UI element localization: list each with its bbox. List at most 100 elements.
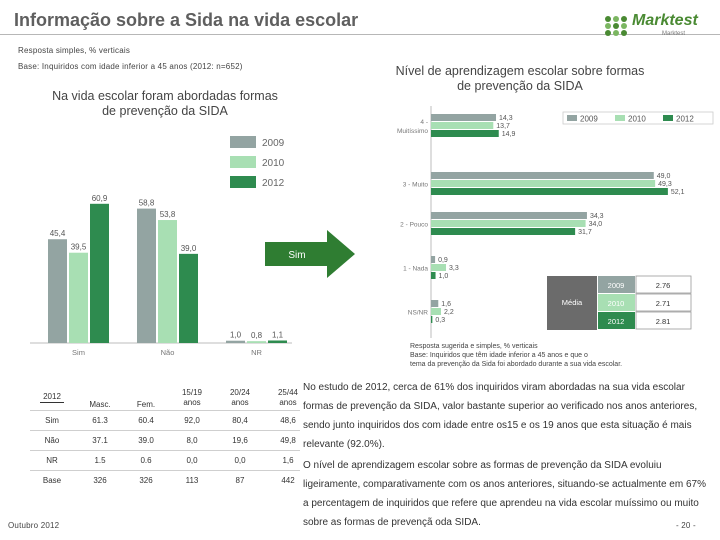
table-cell: 48,6 <box>280 416 296 425</box>
table-cell: 0,0 <box>234 456 246 465</box>
data-label: 0,9 <box>438 257 448 264</box>
bar-2009-NS/NR <box>431 300 439 307</box>
profile-table: 2012 Masc. Fem. 15/19 anos 20/24 anos 25/44 anos… <box>30 382 300 494</box>
header-underline <box>40 402 64 403</box>
bar-2010-2 - Pouco <box>431 220 586 227</box>
legend-swatch-2009 <box>567 115 577 121</box>
data-label: 2,2 <box>444 309 454 316</box>
data-label: 0,8 <box>251 331 263 340</box>
data-label: 39,0 <box>181 244 197 253</box>
legend-label: 2009 <box>580 115 598 124</box>
data-label: 1,0 <box>439 273 449 280</box>
data-label: 34,3 <box>590 213 604 220</box>
table-header-cell: 15/19 <box>181 388 203 397</box>
right-note: Resposta sugerida e simples, % verticais… <box>410 342 710 369</box>
category-label: 4 - <box>420 119 428 126</box>
bar-2010-3 - Muito <box>431 180 656 187</box>
category-label: 2 - Pouco <box>400 222 428 229</box>
arrow-label: Sim <box>288 250 305 261</box>
data-label: 31,7 <box>578 229 592 236</box>
bar-2012-NR <box>268 340 287 343</box>
media-value-cell <box>635 275 692 294</box>
data-label: 1,1 <box>272 330 284 339</box>
table-cell: 37.1 <box>92 436 108 445</box>
table-cell: 0.6 <box>140 456 152 465</box>
category-label: NS/NR <box>408 310 429 317</box>
media-label-box <box>547 276 597 330</box>
bar-2012-4 - Muitíssimo <box>431 130 499 137</box>
bar-2010-Sim <box>69 252 88 343</box>
bar-2012-2 - Pouco <box>431 228 576 235</box>
page-title: Informação sobre a Sida na vida escolar <box>14 10 359 30</box>
bar-2009-NR <box>226 340 245 343</box>
arrow-shape <box>265 230 355 278</box>
category-label: Não <box>161 348 175 357</box>
table-cell: 1.5 <box>94 456 106 465</box>
table-header-cell: Fem. <box>136 400 156 409</box>
media-year-cell <box>598 294 635 311</box>
table-cell: 442 <box>281 476 295 485</box>
paragraph-2: O nível de aprendizagem escolar sobre as… <box>303 460 706 528</box>
table-row-divider <box>30 450 300 451</box>
legend-box <box>562 111 714 125</box>
data-label: 14,9 <box>502 131 516 138</box>
table-row-divider <box>30 410 300 411</box>
right-bar-chart: 2009 2010 2012 4 - Muitíssimo 14,313,714,9 3 -… <box>397 106 714 338</box>
table-row-label: Base <box>42 476 62 485</box>
right-note-line: tema da prevenção da Sida foi abordado d… <box>410 361 623 368</box>
table-cell: 326 <box>93 476 107 485</box>
category-label: 1 - Nada <box>403 266 428 273</box>
table-row-label: Não <box>44 436 60 445</box>
media-label: Média <box>562 298 583 307</box>
table-cell: 1,6 <box>282 456 294 465</box>
table-header-cell: 20/24 <box>229 388 251 397</box>
category-label: Muitíssimo <box>397 128 428 135</box>
legend-swatch-2010 <box>230 156 256 168</box>
legend-swatch-2012 <box>230 176 256 188</box>
bar-2009-1 - Nada <box>431 256 436 263</box>
table-header-cell: anos <box>279 398 297 407</box>
category-label: NR <box>251 348 262 357</box>
table-cell: 326 <box>139 476 153 485</box>
table-cell: 61.3 <box>92 416 108 425</box>
right-note-line: Base: Inquiridos que têm idade inferior … <box>410 352 588 359</box>
table-cell: 19,6 <box>232 436 248 445</box>
data-label: 49,0 <box>657 173 671 180</box>
bar-2012-1 - Nada <box>431 272 436 279</box>
sim-arrow: Sim <box>265 230 355 278</box>
table-cell: 92,0 <box>184 416 200 425</box>
media-value-cell <box>635 293 692 312</box>
bar-2009-4 - Muitíssimo <box>431 114 497 121</box>
data-label: 0,3 <box>435 317 445 324</box>
table-row-label: Sim <box>45 416 59 425</box>
legend-swatch-2009 <box>230 136 256 148</box>
bar-2012-Sim <box>90 203 109 343</box>
legend-swatch-2012 <box>663 115 673 121</box>
data-label: 39,5 <box>71 243 87 252</box>
table-cell: 0,0 <box>186 456 198 465</box>
data-label: 49,3 <box>658 181 672 188</box>
right-chart-title: Nível de aprendizagem escolar sobre form… <box>395 64 645 93</box>
bar-2012-3 - Muito <box>431 188 668 195</box>
marktest-logo: Marktest Marktest <box>604 12 704 42</box>
media-year-cell <box>598 312 635 329</box>
category-label: 3 - Muito <box>403 182 429 189</box>
data-label: 58,8 <box>139 199 155 208</box>
media-value: 2.71 <box>656 299 671 308</box>
legend-label: 2010 <box>628 115 646 124</box>
data-label: 34,0 <box>589 221 603 228</box>
data-label: 60,9 <box>92 194 108 203</box>
data-label: 53,8 <box>160 210 176 219</box>
left-chart-title: Na vida escolar foram abordadas formas d… <box>52 89 278 118</box>
table-cell: 8,0 <box>186 436 198 445</box>
media-year: 2012 <box>608 317 625 326</box>
data-label: 45,4 <box>50 229 66 238</box>
legend-label: 2009 <box>262 138 285 149</box>
table-header-cell: 2012 <box>43 392 61 401</box>
data-label: 1,6 <box>441 301 451 308</box>
paragraph-1: No estudo de 2012, cerca de 61% dos inqu… <box>303 382 698 450</box>
legend-label: 2012 <box>676 115 694 124</box>
note-resposta: Resposta simples, % verticais <box>18 46 131 55</box>
media-year: 2009 <box>608 281 625 290</box>
data-label: 14,3 <box>499 115 513 122</box>
